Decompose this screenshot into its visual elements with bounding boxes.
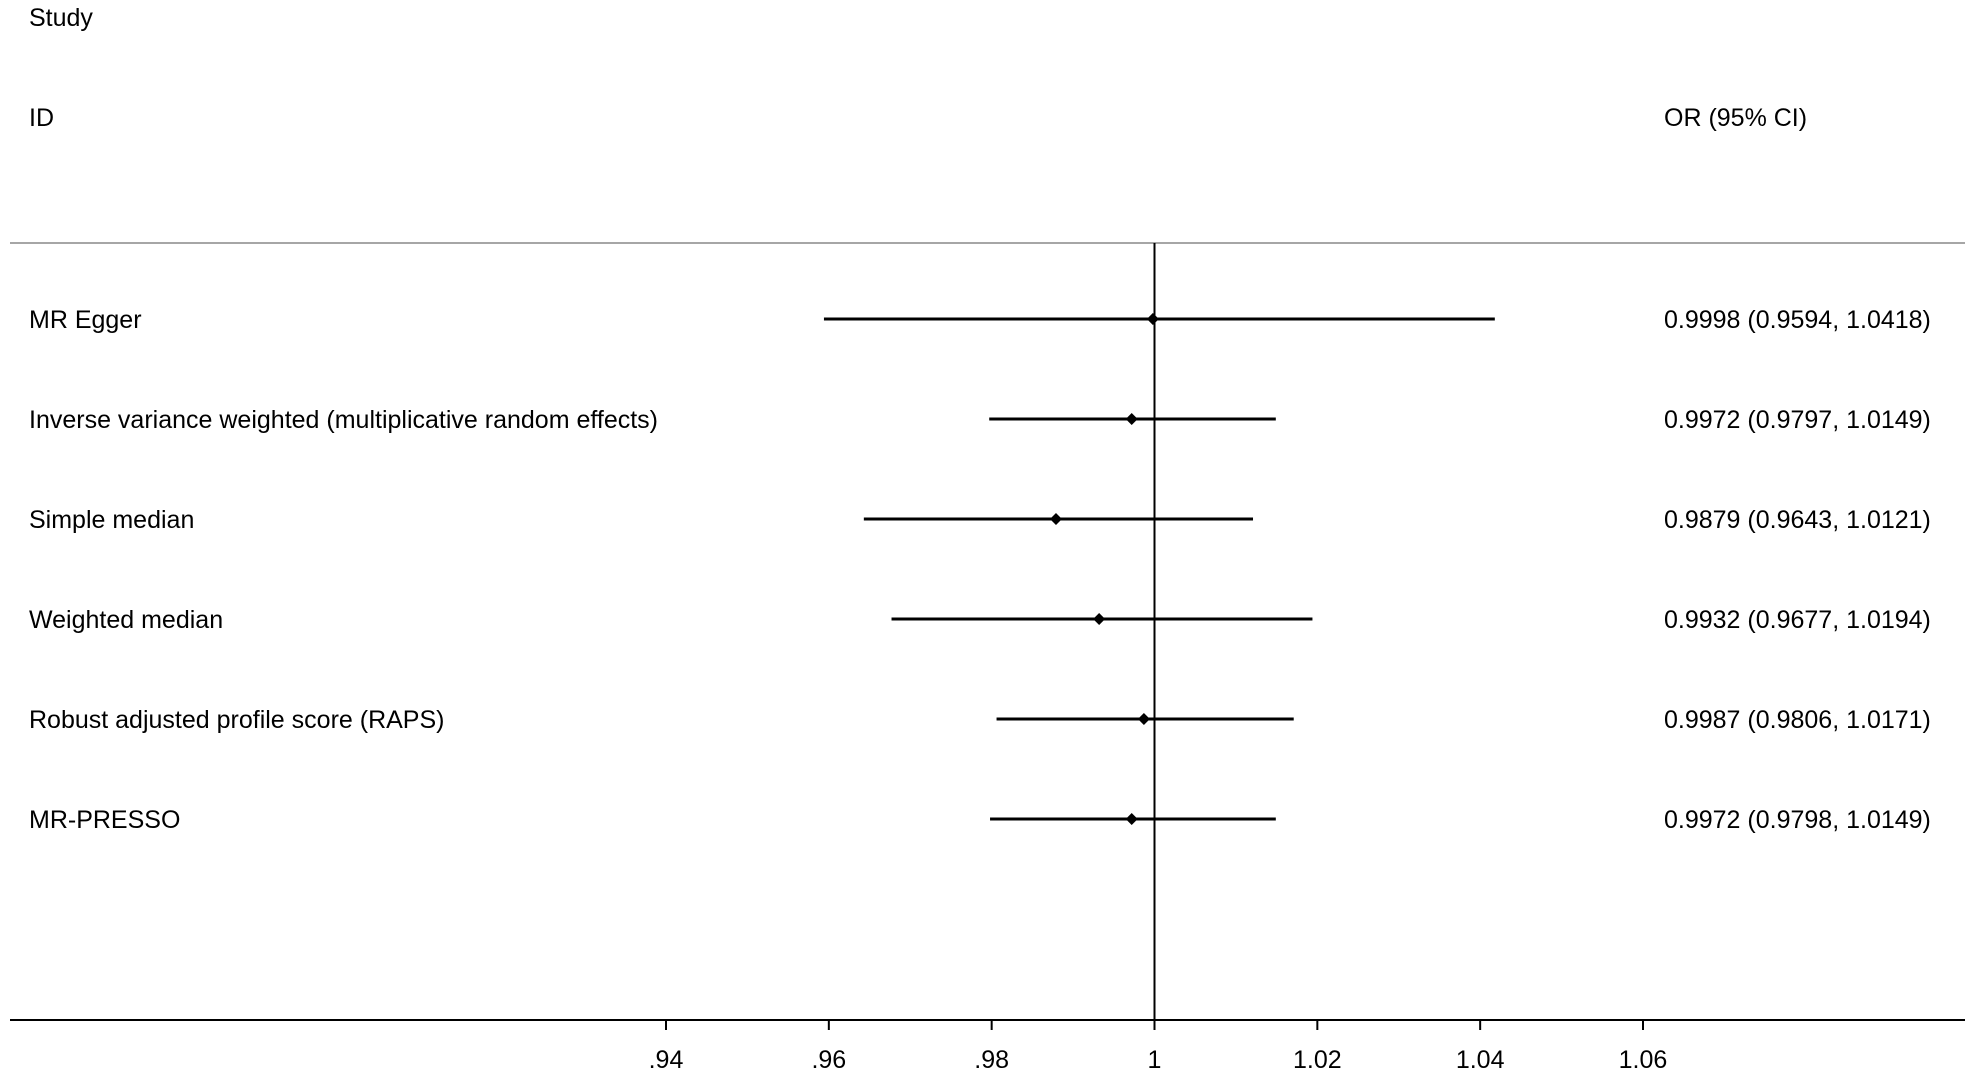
study-row: Simple median 0.9879 (0.9643, 1.0121) bbox=[29, 506, 1931, 534]
x-axis-ticks: .94 .96 .98 1 1.02 1.04 1.06 bbox=[649, 1020, 1668, 1074]
point-estimate-marker bbox=[1146, 313, 1159, 325]
estimate-header: OR (95% CI) bbox=[1664, 104, 1807, 132]
study-row: MR Egger 0.9998 (0.9594, 1.0418) bbox=[29, 306, 1931, 334]
study-header: Study bbox=[29, 4, 93, 32]
x-tick-label: 1.04 bbox=[1456, 1046, 1505, 1074]
x-tick-label: 1.06 bbox=[1619, 1046, 1668, 1074]
id-header: ID bbox=[29, 104, 54, 132]
estimate-text: 0.9998 (0.9594, 1.0418) bbox=[1664, 306, 1931, 334]
estimate-text: 0.9972 (0.9797, 1.0149) bbox=[1664, 406, 1931, 434]
estimate-text: 0.9987 (0.9806, 1.0171) bbox=[1664, 706, 1931, 734]
x-tick-label: .94 bbox=[649, 1046, 684, 1074]
study-row: Robust adjusted profile score (RAPS) 0.99… bbox=[29, 706, 1931, 734]
estimate-text: 0.9972 (0.9798, 1.0149) bbox=[1664, 806, 1931, 834]
study-row: Inverse variance weighted (multiplicativ… bbox=[29, 406, 1931, 434]
study-label: MR-PRESSO bbox=[29, 806, 180, 834]
study-label: Simple median bbox=[29, 506, 194, 534]
point-estimate-marker bbox=[1049, 513, 1062, 525]
study-label: Weighted median bbox=[29, 606, 223, 634]
x-tick-label: .96 bbox=[811, 1046, 846, 1074]
study-label: Robust adjusted profile score (RAPS) bbox=[29, 706, 444, 734]
point-estimate-marker bbox=[1125, 813, 1138, 825]
estimate-text: 0.9932 (0.9677, 1.0194) bbox=[1664, 606, 1931, 634]
point-estimate-marker bbox=[1137, 713, 1150, 725]
x-tick-label: 1.02 bbox=[1293, 1046, 1342, 1074]
estimate-text: 0.9879 (0.9643, 1.0121) bbox=[1664, 506, 1931, 534]
point-estimate-marker bbox=[1125, 413, 1138, 425]
x-tick-label: 1 bbox=[1148, 1046, 1162, 1074]
study-row: Weighted median 0.9932 (0.9677, 1.0194) bbox=[29, 606, 1931, 634]
study-label: Inverse variance weighted (multiplicativ… bbox=[29, 406, 658, 434]
point-estimate-marker bbox=[1093, 613, 1106, 625]
x-tick-label: .98 bbox=[974, 1046, 1009, 1074]
study-rows: MR Egger 0.9998 (0.9594, 1.0418) Inverse v… bbox=[29, 306, 1931, 834]
study-row: MR-PRESSO 0.9972 (0.9798, 1.0149) bbox=[29, 806, 1931, 834]
study-label: MR Egger bbox=[29, 306, 142, 334]
